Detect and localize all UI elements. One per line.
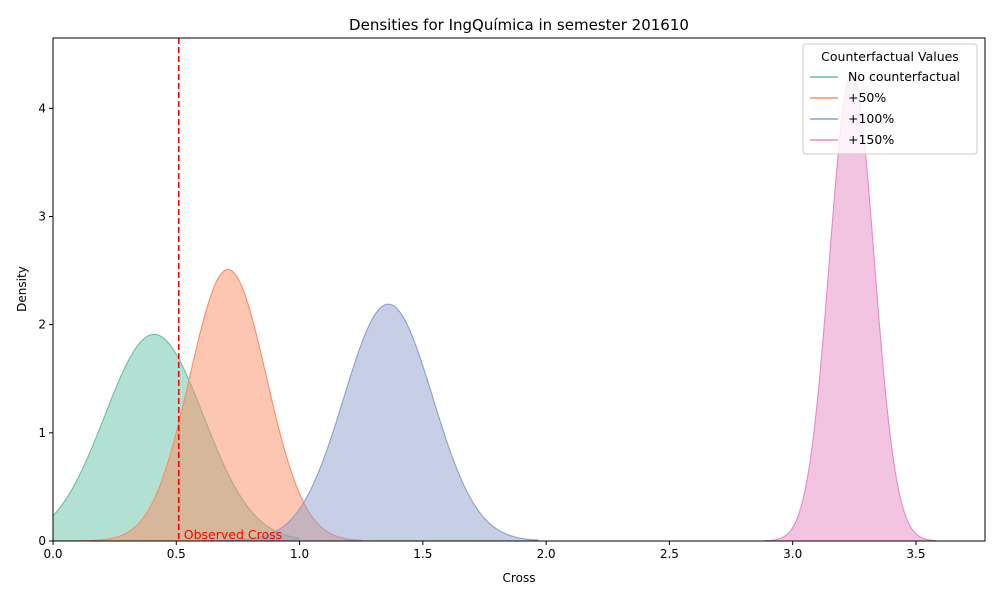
observed-cross-label: Observed Cross [184,527,282,542]
legend-label-3: +100% [848,111,894,126]
y-tick-label: 4 [38,101,46,115]
legend-box [802,43,978,155]
density-area-2 [53,269,362,541]
x-tick-label: 2.5 [660,547,679,561]
x-tick-label: 0.5 [167,547,186,561]
y-tick-label: 0 [38,534,46,548]
x-axis-label: Cross [503,571,536,585]
density-area-3 [196,304,539,541]
y-tick-label: 2 [38,318,46,332]
x-tick-label: 3.0 [783,547,802,561]
y-axis-label: Density [15,266,29,312]
legend-title: Counterfactual Values [821,49,959,64]
y-tick-label: 3 [38,209,46,223]
x-tick-label: 1.5 [413,547,432,561]
axes-frame [52,37,986,542]
density-area-4 [763,72,936,541]
x-tick-label: 3.5 [906,547,925,561]
legend-label-1: No counterfactual [848,69,960,84]
y-tick-label: 1 [38,426,46,440]
plot-area: Observed Cross 0.0 0.5 1.0 1.5 2.0 2.5 3.0 3.5 0 1… [38,37,986,561]
chart-title: Densities for IngQuímica in semester 201… [349,16,689,34]
legend-label-4: +150% [848,132,894,147]
x-tick-label: 0.0 [43,547,62,561]
density-line-3 [196,303,539,541]
legend: Counterfactual Values No counterfactual +… [802,43,978,155]
x-tick-label: 2.0 [537,547,556,561]
legend-label-2: +50% [848,90,886,105]
series-layer [53,38,936,541]
x-tick-label: 1.0 [290,547,309,561]
